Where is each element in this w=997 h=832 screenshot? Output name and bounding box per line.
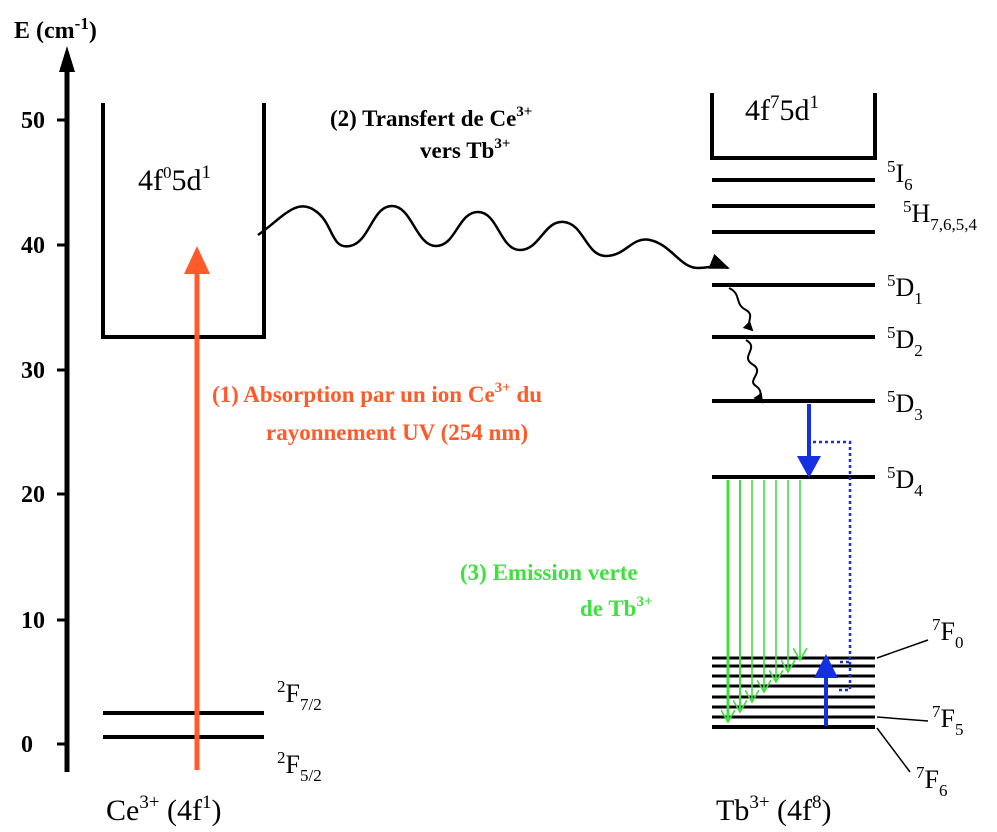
tick-label-30: 30 (21, 358, 45, 384)
tick-label-50: 50 (21, 108, 45, 134)
ce-2f52-label: 2F5/2 (277, 748, 322, 785)
ce-levels: 4f05d1 2F7/2 2F5/2 Ce3+ (4f1) (101, 103, 322, 827)
absorption-label-line1: (1) Absorption par un ion Ce3+ du (212, 380, 542, 407)
tick-label-0: 0 (21, 732, 33, 758)
absorption-arrowhead (184, 246, 210, 274)
tb-5h-label: 5H7,6,5,4 (903, 197, 978, 234)
tb-5i6-label: 5I6 (887, 157, 913, 194)
axis-arrowhead (59, 46, 75, 72)
ce-5d-band (101, 103, 266, 339)
blue-arrowhead-down (797, 456, 821, 478)
blue-relaxation (797, 404, 852, 726)
tb-7f0-label: 7F0 (932, 615, 963, 652)
tick-label-10: 10 (21, 608, 45, 634)
tb-levels: 4f75d1 5I6 5H7,6,5,4 5D1 5D2 5D3 5D4 7F0… (710, 92, 978, 827)
tb-7f0-leader (876, 639, 929, 659)
tb-5d1-label: 5D1 (887, 271, 923, 308)
ce-2f72-label: 2F7/2 (277, 677, 322, 714)
emission-label-line1: (3) Emission verte (460, 560, 638, 585)
absorption-arrow (184, 246, 210, 770)
tick-label-20: 20 (21, 482, 45, 508)
tb-5d3-label: 5D3 (887, 387, 923, 424)
transfer-label-line2: vers Tb3+ (420, 136, 510, 163)
tb-band-label: 4f75d1 (745, 92, 819, 127)
tb-7f6-leader (876, 727, 911, 773)
tick-label-40: 40 (21, 233, 45, 259)
tb-5d2-label: 5D2 (887, 323, 923, 360)
ce-ion-label: Ce3+ (4f1) (106, 792, 222, 827)
blue-arrowhead-up (814, 654, 838, 678)
tb-7f5-leader (876, 716, 929, 722)
tb-5d-band (710, 93, 877, 160)
tb-ion-label: Tb3+ (4f8) (716, 792, 832, 827)
axis-label: E (cm-1) (14, 14, 97, 44)
transfer-label-line1: (2) Transfert de Ce3+ (330, 104, 532, 131)
blue-dotted-path (813, 440, 852, 664)
ce-band-label: 4f05d1 (138, 162, 211, 197)
emission-label-line2: de Tb3+ (580, 594, 653, 621)
tb-7f6-label: 7F6 (916, 763, 947, 800)
blue-dotted-path-2 (838, 662, 852, 692)
relax-d1-d2 (728, 287, 754, 332)
tb-5d4-label: 5D4 (887, 463, 923, 500)
energy-axis: E (cm-1) 50 40 30 20 10 0 (14, 14, 97, 772)
energy-transfer-wave (257, 204, 730, 270)
tb-7f5-label: 7F5 (932, 702, 963, 739)
absorption-label-line2: rayonnement UV (254 nm) (266, 420, 528, 445)
green-emission-arrows (728, 480, 800, 722)
nonradiative-relaxation (728, 287, 764, 404)
relax-d2-d3 (745, 339, 764, 404)
